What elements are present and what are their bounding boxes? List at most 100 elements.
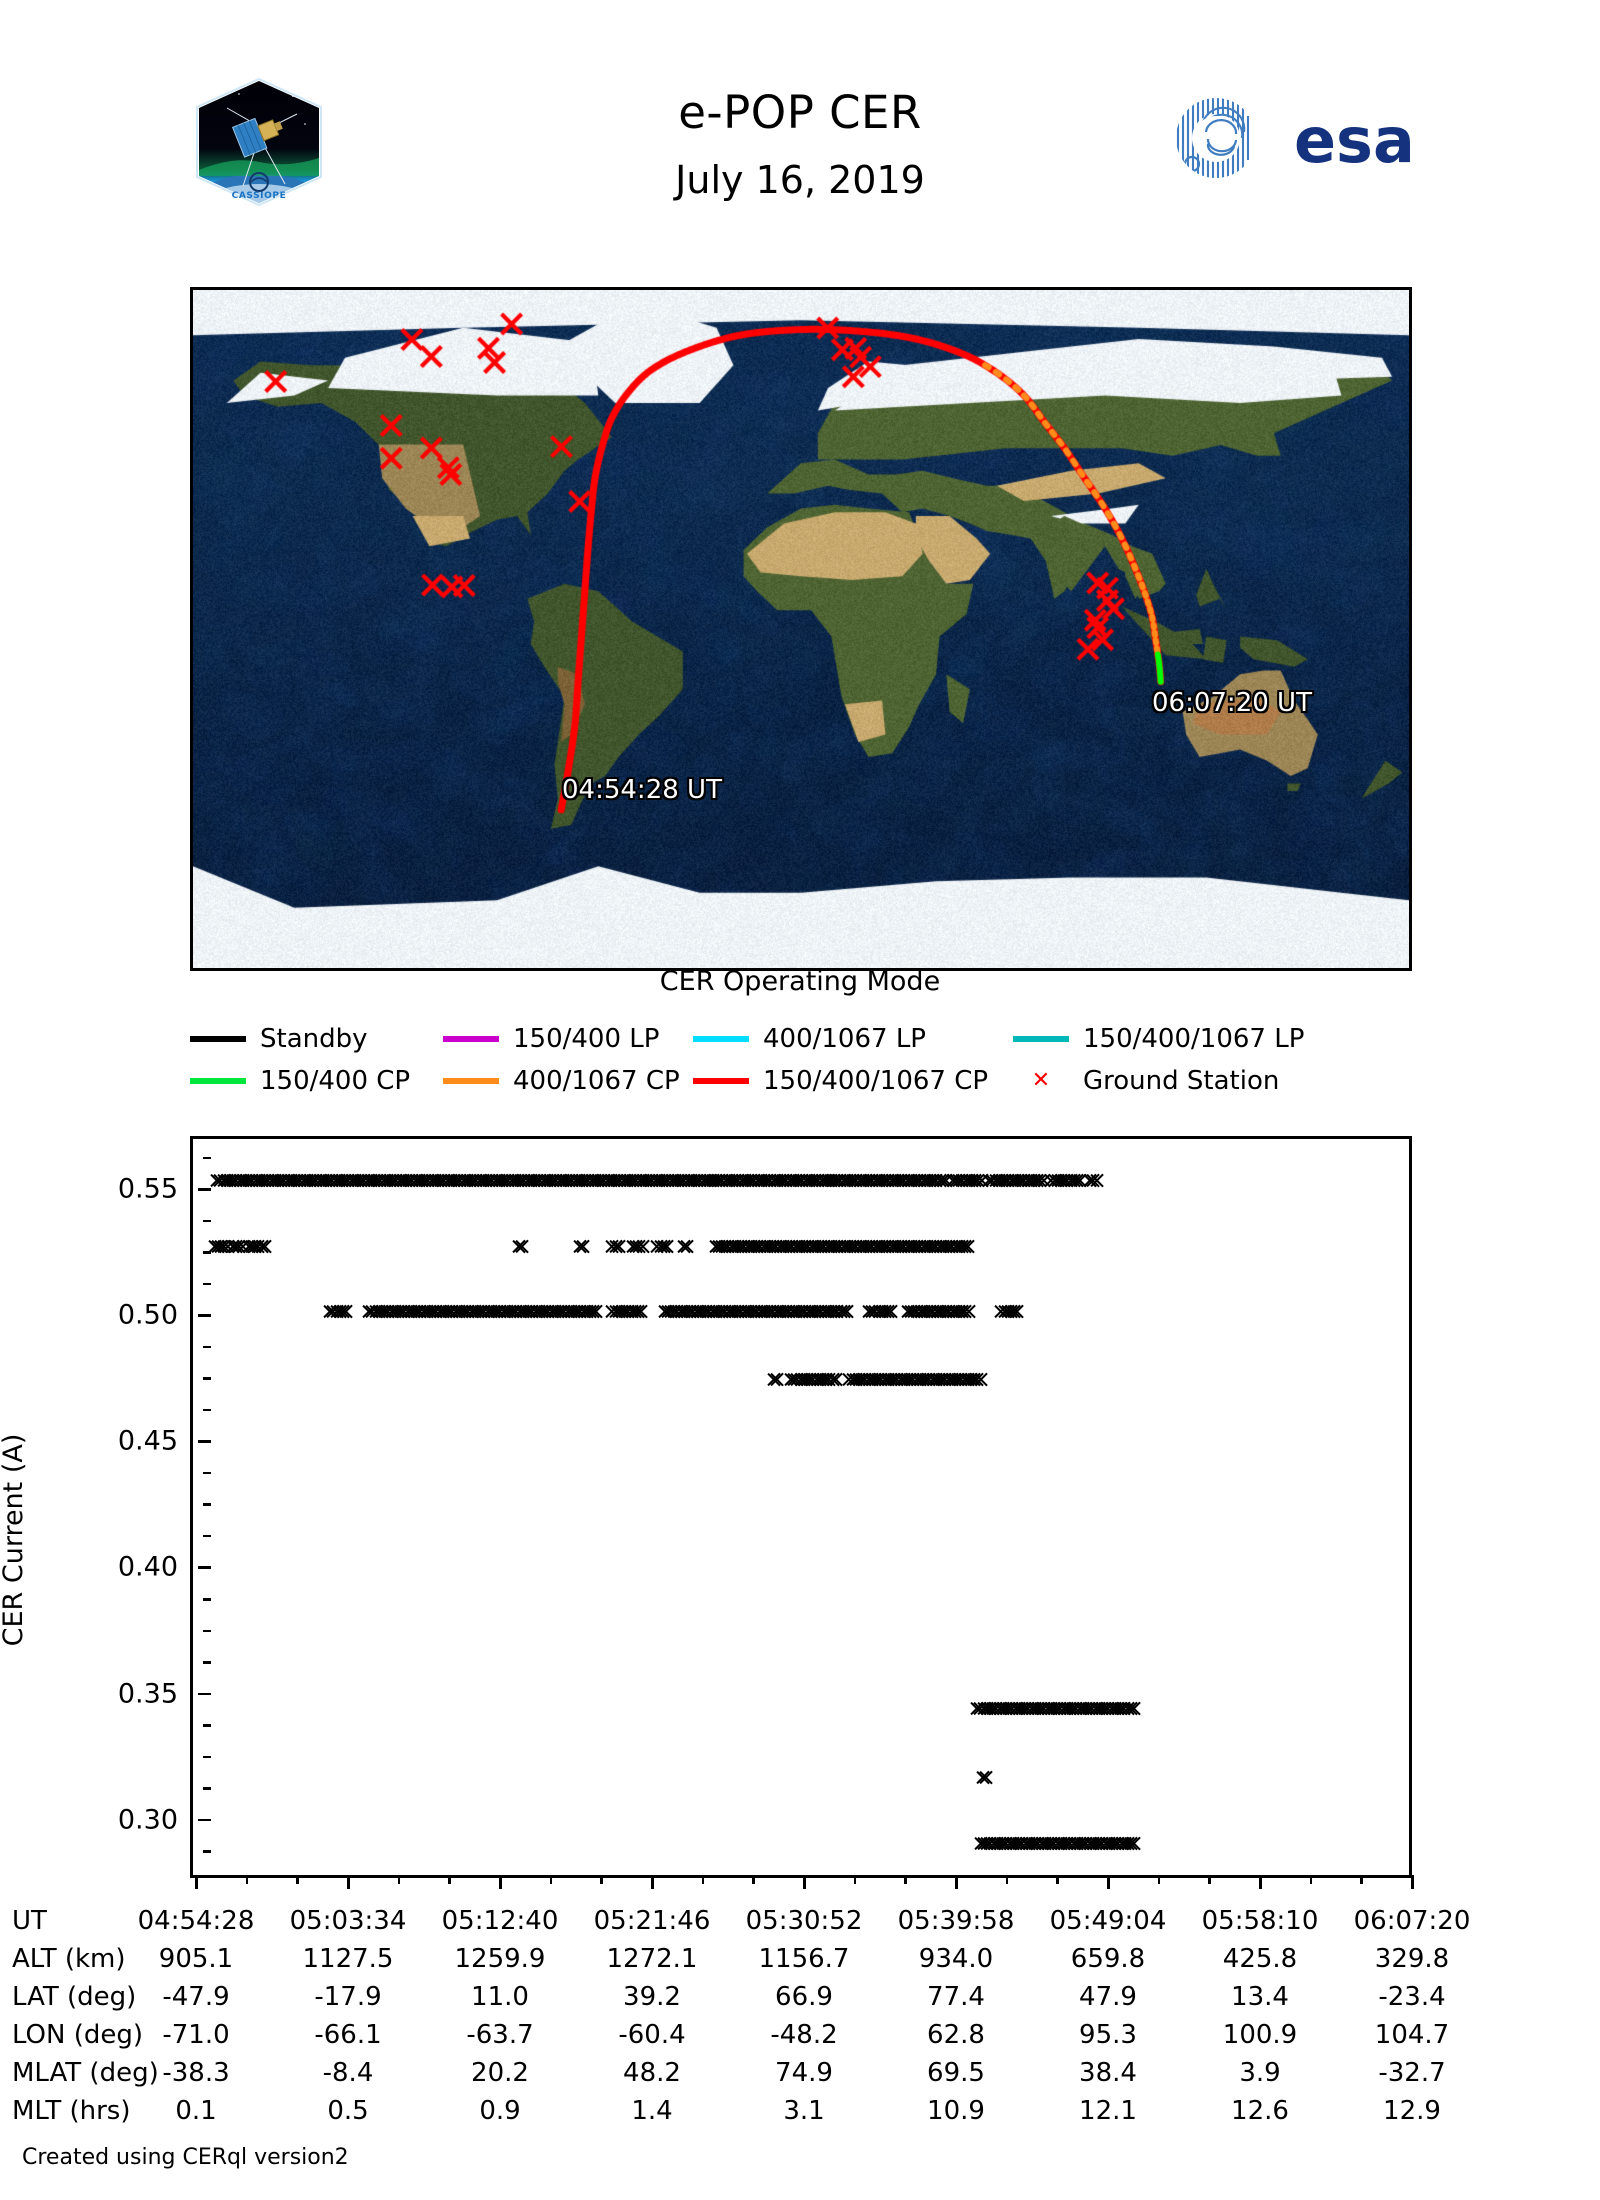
map-start-time-label: 04:54:28 UT bbox=[562, 775, 722, 805]
title-block: e-POP CER July 16, 2019 bbox=[500, 90, 1100, 199]
esa-logo: esa bbox=[1162, 92, 1448, 178]
y-minor-tick-mark bbox=[203, 1630, 211, 1633]
legend-item-150-400-1067-lp: 150/400/1067 LP bbox=[1013, 1024, 1304, 1054]
legend-item-400-1067-cp: 400/1067 CP bbox=[443, 1066, 693, 1096]
cassiope-logo: CASSIOPE bbox=[193, 78, 325, 206]
table-cell: 425.8 bbox=[1184, 1940, 1336, 1978]
y-minor-tick-mark bbox=[203, 1440, 211, 1443]
table-row-label: UT bbox=[12, 1902, 120, 1940]
y-minor-tick-mark bbox=[203, 1188, 211, 1191]
data-point-marker bbox=[972, 1371, 989, 1388]
legend-row: Standby 150/400 LP 400/1067 LP 150/400/1067… bbox=[190, 1018, 1420, 1060]
table-row-label: ALT (km) bbox=[12, 1940, 120, 1978]
table-cell: 10.9 bbox=[880, 2092, 1032, 2130]
y-minor-tick-mark bbox=[203, 1157, 211, 1160]
x-tick-mark bbox=[1107, 1875, 1110, 1889]
page-header: CASSIOPE e-POP CER July 16, 2019 bbox=[0, 0, 1600, 205]
table-cell: 11.0 bbox=[424, 1978, 576, 2016]
y-minor-tick-mark bbox=[203, 1724, 211, 1727]
ground-track-map bbox=[190, 287, 1412, 971]
table-cell: 04:54:28 bbox=[120, 1902, 272, 1940]
x-minor-tick-mark bbox=[752, 1875, 755, 1884]
table-cell: -23.4 bbox=[1336, 1978, 1488, 2016]
legend-color-swatch bbox=[693, 1036, 749, 1042]
x-tick-mark bbox=[1411, 1875, 1414, 1889]
table-cell: -47.9 bbox=[120, 1978, 272, 2016]
data-point-marker bbox=[1009, 1303, 1026, 1320]
x-minor-tick-mark bbox=[1360, 1875, 1363, 1884]
table-cell: 100.9 bbox=[1184, 2016, 1336, 2054]
table-cell: -17.9 bbox=[272, 1978, 424, 2016]
legend-label: 150/400/1067 CP bbox=[763, 1066, 988, 1096]
table-row-label: MLT (hrs) bbox=[12, 2092, 120, 2130]
y-minor-tick-mark bbox=[203, 1314, 211, 1317]
legend-label: 400/1067 LP bbox=[763, 1024, 926, 1054]
table-cell: -48.2 bbox=[728, 2016, 880, 2054]
table-cell: 104.7 bbox=[1336, 2016, 1488, 2054]
legend-color-swatch bbox=[443, 1036, 499, 1042]
data-point-marker bbox=[256, 1238, 273, 1255]
data-point-marker bbox=[588, 1303, 605, 1320]
y-minor-tick-mark bbox=[203, 1566, 211, 1569]
table-row: MLT (hrs) 0.1 0.5 0.9 1.4 3.1 10.9 12.1 12.6 12.9 bbox=[12, 2092, 1488, 2130]
table-cell: 12.1 bbox=[1032, 2092, 1184, 2130]
y-minor-tick-mark bbox=[203, 1251, 211, 1254]
legend-item-400-1067-lp: 400/1067 LP bbox=[693, 1024, 1013, 1054]
y-minor-tick-mark bbox=[203, 1346, 211, 1349]
footer-credit: Created using CERql version2 bbox=[22, 2145, 349, 2170]
y-minor-tick-mark bbox=[203, 1598, 211, 1601]
legend: Standby 150/400 LP 400/1067 LP 150/400/1067… bbox=[190, 1018, 1420, 1102]
legend-label: Ground Station bbox=[1083, 1066, 1279, 1096]
y-tick-label: 0.40 bbox=[28, 1552, 178, 1583]
legend-label: Standby bbox=[260, 1024, 368, 1054]
legend-color-swatch bbox=[693, 1078, 749, 1084]
table-cell: 74.9 bbox=[728, 2054, 880, 2092]
legend-row: 150/400 CP 400/1067 CP 150/400/1067 CP ✕ Gro… bbox=[190, 1060, 1420, 1102]
data-point-marker bbox=[1088, 1172, 1105, 1189]
table-cell: 1127.5 bbox=[272, 1940, 424, 1978]
legend-item-standby: Standby bbox=[190, 1024, 443, 1054]
map-canvas bbox=[193, 290, 1409, 968]
x-minor-tick-mark bbox=[854, 1875, 857, 1884]
y-minor-tick-mark bbox=[203, 1693, 211, 1696]
table-cell: 05:39:58 bbox=[880, 1902, 1032, 1940]
table-cell: 05:12:40 bbox=[424, 1902, 576, 1940]
table-cell: 1259.9 bbox=[424, 1940, 576, 1978]
table-cell: 20.2 bbox=[424, 2054, 576, 2092]
y-minor-tick-mark bbox=[203, 1819, 211, 1822]
y-minor-tick-mark bbox=[203, 1377, 211, 1380]
legend-title: CER Operating Mode bbox=[0, 966, 1600, 997]
table-cell: -8.4 bbox=[272, 2054, 424, 2092]
y-minor-tick-mark bbox=[203, 1661, 211, 1664]
x-tick-mark bbox=[1259, 1875, 1262, 1889]
data-point-marker bbox=[960, 1238, 977, 1255]
svg-text:CASSIOPE: CASSIOPE bbox=[232, 191, 287, 201]
table-cell: 05:03:34 bbox=[272, 1902, 424, 1940]
y-minor-tick-mark bbox=[203, 1535, 211, 1538]
table-cell: 95.3 bbox=[1032, 2016, 1184, 2054]
legend-color-swatch bbox=[190, 1036, 246, 1042]
table-cell: -32.7 bbox=[1336, 2054, 1488, 2092]
x-minor-tick-mark bbox=[904, 1875, 907, 1884]
y-minor-tick-mark bbox=[203, 1850, 211, 1853]
y-axis-label: CER Current (A) bbox=[0, 1390, 29, 1690]
ephemeris-table: UT 04:54:28 05:03:34 05:12:40 05:21:46 05:30:… bbox=[0, 1902, 1600, 2130]
y-tick-label: 0.30 bbox=[28, 1804, 178, 1835]
data-point-marker bbox=[679, 1238, 696, 1255]
data-point-marker bbox=[514, 1238, 531, 1255]
table-row: LON (deg) -71.0 -66.1 -63.7 -60.4 -48.2 62.8 95… bbox=[12, 2016, 1488, 2054]
x-minor-tick-mark bbox=[398, 1875, 401, 1884]
table-cell: -66.1 bbox=[272, 2016, 424, 2054]
table-cell: 05:58:10 bbox=[1184, 1902, 1336, 1940]
table-cell: 934.0 bbox=[880, 1940, 1032, 1978]
legend-label: 400/1067 CP bbox=[513, 1066, 680, 1096]
legend-item-ground-station: ✕ Ground Station bbox=[1013, 1066, 1279, 1096]
table-cell: 06:07:20 bbox=[1336, 1902, 1488, 1940]
data-point-marker bbox=[338, 1303, 355, 1320]
legend-item-150-400-1067-cp: 150/400/1067 CP bbox=[693, 1066, 1013, 1096]
map-end-time-label: 06:07:20 UT bbox=[1152, 688, 1312, 718]
data-point-marker bbox=[960, 1303, 977, 1320]
data-point-marker bbox=[659, 1238, 676, 1255]
legend-color-swatch bbox=[443, 1078, 499, 1084]
y-tick-label: 0.50 bbox=[28, 1300, 178, 1331]
